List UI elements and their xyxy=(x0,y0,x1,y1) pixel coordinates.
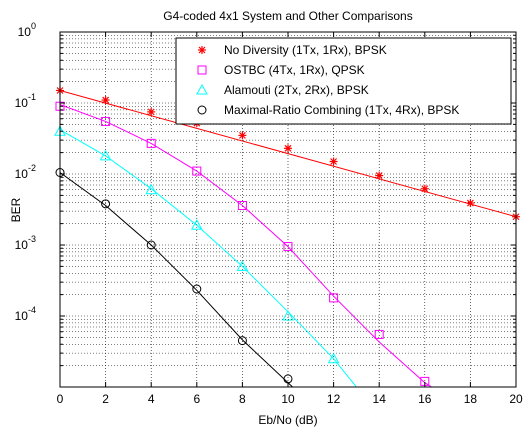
legend-label: OSTBC (4Tx, 1Rx), QPSK xyxy=(224,63,365,77)
x-tick-label: 6 xyxy=(193,392,200,406)
star-stroke xyxy=(147,108,155,116)
y-tick-exponent: -3 xyxy=(28,234,36,244)
legend-box xyxy=(175,37,512,125)
x-tick-label: 4 xyxy=(148,392,155,406)
y-tick-exponent: 0 xyxy=(31,21,36,31)
x-tick-label: 18 xyxy=(464,392,478,406)
x-tick-label: 8 xyxy=(239,392,246,406)
data-point-1 xyxy=(238,131,247,140)
y-tick-exponent: -1 xyxy=(28,92,36,102)
y-axis-label: BER xyxy=(9,197,23,222)
data-point-2 xyxy=(101,116,111,126)
x-tick-label: 0 xyxy=(57,392,64,406)
series-line-2 xyxy=(60,104,432,387)
legend-label: Alamouti (2Tx, 2Rx), BPSK xyxy=(224,83,369,97)
data-point-3 xyxy=(99,149,112,161)
legend-marker xyxy=(197,65,207,75)
data-point-4 xyxy=(101,199,111,209)
data-point-1 xyxy=(375,171,384,180)
data-point-1 xyxy=(329,157,338,166)
y-tick-exponent: -4 xyxy=(28,305,36,315)
data-point-3 xyxy=(282,309,294,321)
x-tick-label: 16 xyxy=(418,392,432,406)
grid xyxy=(60,32,516,387)
x-tick-label: 20 xyxy=(509,392,523,406)
data-point-3 xyxy=(145,183,158,195)
data-point-4 xyxy=(192,284,202,294)
data-point-2 xyxy=(329,293,339,303)
legend-label: No Diversity (1Tx, 1Rx), BPSK xyxy=(224,43,387,57)
y-tick-exponent: -2 xyxy=(28,163,36,173)
data-point-4 xyxy=(237,336,247,346)
data-point-2 xyxy=(283,242,293,252)
series-line-3 xyxy=(60,129,357,387)
legend-label: Maximal-Ratio Combining (1Tx, 4Rx), BPSK xyxy=(224,103,459,117)
data-point-1 xyxy=(284,144,292,153)
x-tick-label: 10 xyxy=(281,392,295,406)
star-stroke xyxy=(198,46,206,54)
star-stroke xyxy=(375,172,383,180)
data-point-1 xyxy=(147,107,156,116)
legend-marker xyxy=(198,46,206,54)
data-point-1 xyxy=(420,184,429,193)
data-point-1 xyxy=(101,96,110,105)
star-stroke xyxy=(238,131,246,139)
data-point-3 xyxy=(236,260,249,271)
series-line-1 xyxy=(60,90,516,218)
x-tick-label: 2 xyxy=(102,392,109,406)
data-point-1 xyxy=(466,199,475,208)
star-stroke xyxy=(466,199,474,207)
data-point-3 xyxy=(327,352,340,364)
x-axis-label: Eb/No (dB) xyxy=(258,413,317,427)
data-point-2 xyxy=(374,329,384,339)
x-tick-label: 14 xyxy=(373,392,387,406)
legend-marker xyxy=(197,105,207,115)
data-point-3 xyxy=(190,219,203,230)
star-stroke xyxy=(421,185,429,193)
data-point-2 xyxy=(146,138,156,148)
x-tick-label: 12 xyxy=(327,392,341,406)
legend: No Diversity (1Tx, 1Rx), BPSK OSTBC (4Tx,… xyxy=(175,37,512,125)
data-point-2 xyxy=(192,166,202,176)
star-stroke xyxy=(284,144,292,152)
data-point-4 xyxy=(146,240,156,250)
data-point-2 xyxy=(237,201,247,211)
chart-title: G4-coded 4x1 System and Other Comparison… xyxy=(163,9,412,23)
legend-marker xyxy=(196,83,208,95)
star-stroke xyxy=(102,96,110,104)
star-stroke xyxy=(330,158,338,165)
